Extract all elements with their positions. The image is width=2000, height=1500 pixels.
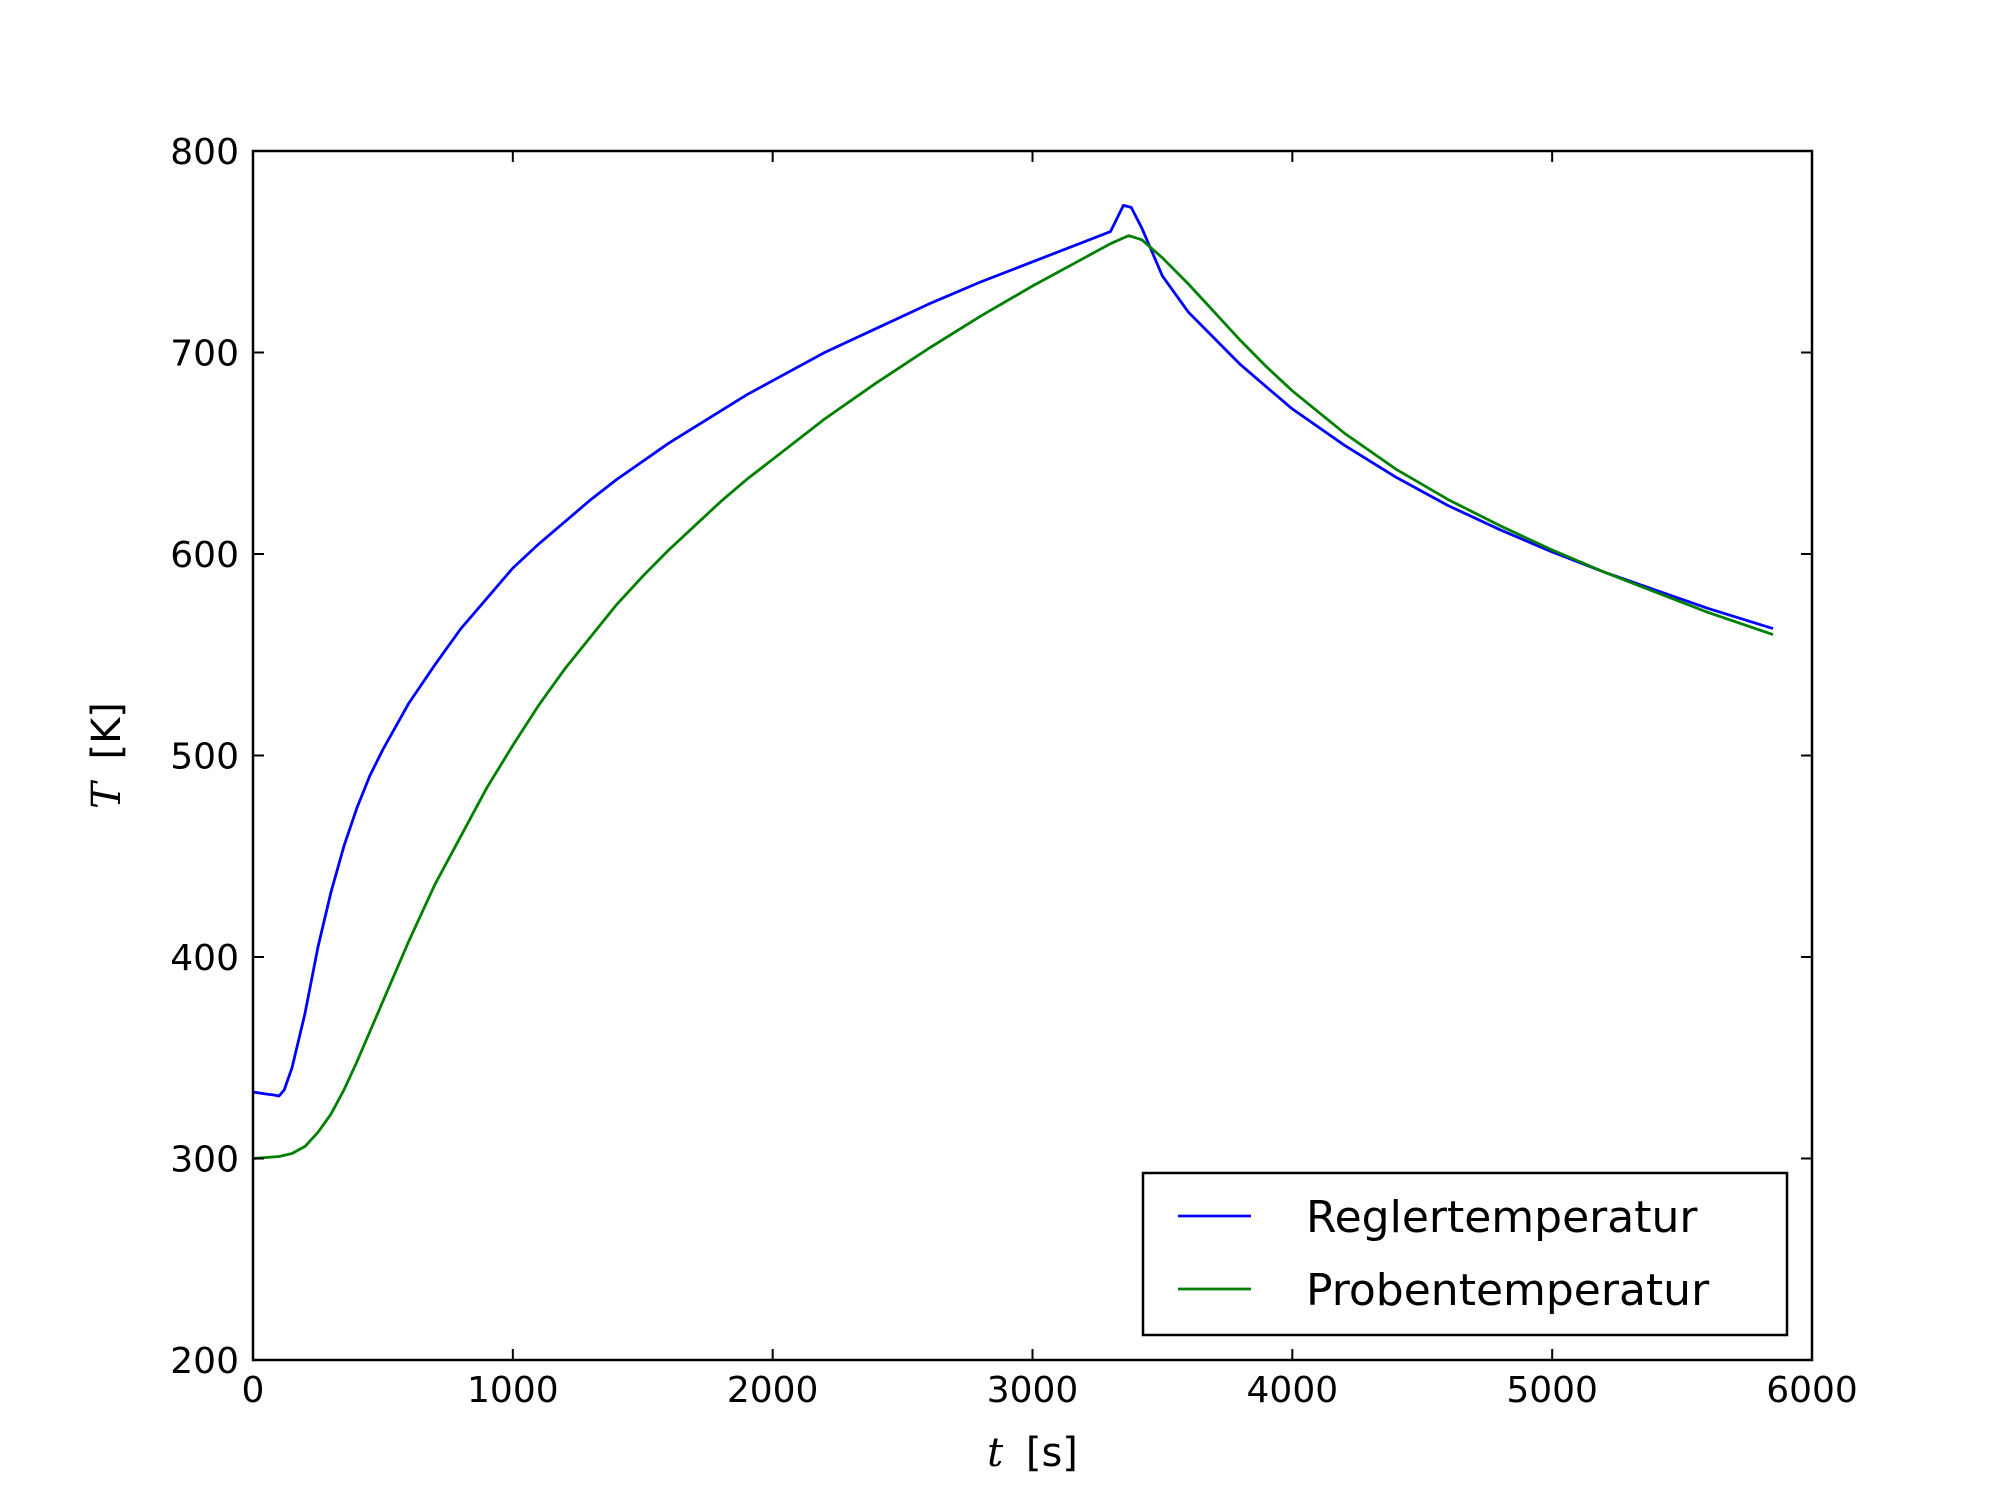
x-tick-label: 5000	[1506, 1370, 1598, 1411]
x-tick-label: 3000	[987, 1370, 1079, 1411]
y-tick-label: 500	[170, 737, 239, 778]
series-line-probentemperatur	[252, 234, 1774, 1160]
y-axis-unit: [K]	[84, 702, 130, 759]
y-tick-label: 400	[170, 938, 239, 979]
x-axis-label: t [s]	[987, 1430, 1078, 1476]
y-tick-label: 200	[170, 1341, 239, 1382]
y-tick-label: 700	[170, 334, 239, 375]
y-tick-label: 300	[170, 1140, 239, 1181]
y-tick-label: 600	[170, 535, 239, 576]
x-axis-unit: [s]	[1026, 1430, 1078, 1476]
plot-frame	[251, 149, 1814, 1362]
x-tick-label: 6000	[1766, 1370, 1858, 1411]
legend-label-reglertemperatur: Reglertemperatur	[1306, 1192, 1698, 1243]
x-tick-label: 4000	[1247, 1370, 1339, 1411]
x-tick-label: 2000	[727, 1370, 819, 1411]
y-axis-label: T [K]	[84, 702, 130, 809]
y-tick-label: 800	[170, 132, 239, 173]
series-line-reglertemperatur	[252, 203, 1774, 1098]
legend-box	[1141, 1171, 1789, 1337]
x-axis-variable: t	[987, 1430, 1004, 1476]
axis-ticks: 0 1000 2000 3000 4000 5000 6000 200 300 400 500 600…	[170, 132, 1858, 1411]
x-tick-label: 0	[242, 1370, 265, 1411]
x-tick-label: 1000	[467, 1370, 559, 1411]
legend: Reglertemperatur Probentemperatur	[1141, 1171, 1789, 1337]
plot-area	[252, 203, 1774, 1160]
legend-label-probentemperatur: Probentemperatur	[1306, 1265, 1710, 1316]
y-axis-variable: T	[84, 779, 130, 809]
